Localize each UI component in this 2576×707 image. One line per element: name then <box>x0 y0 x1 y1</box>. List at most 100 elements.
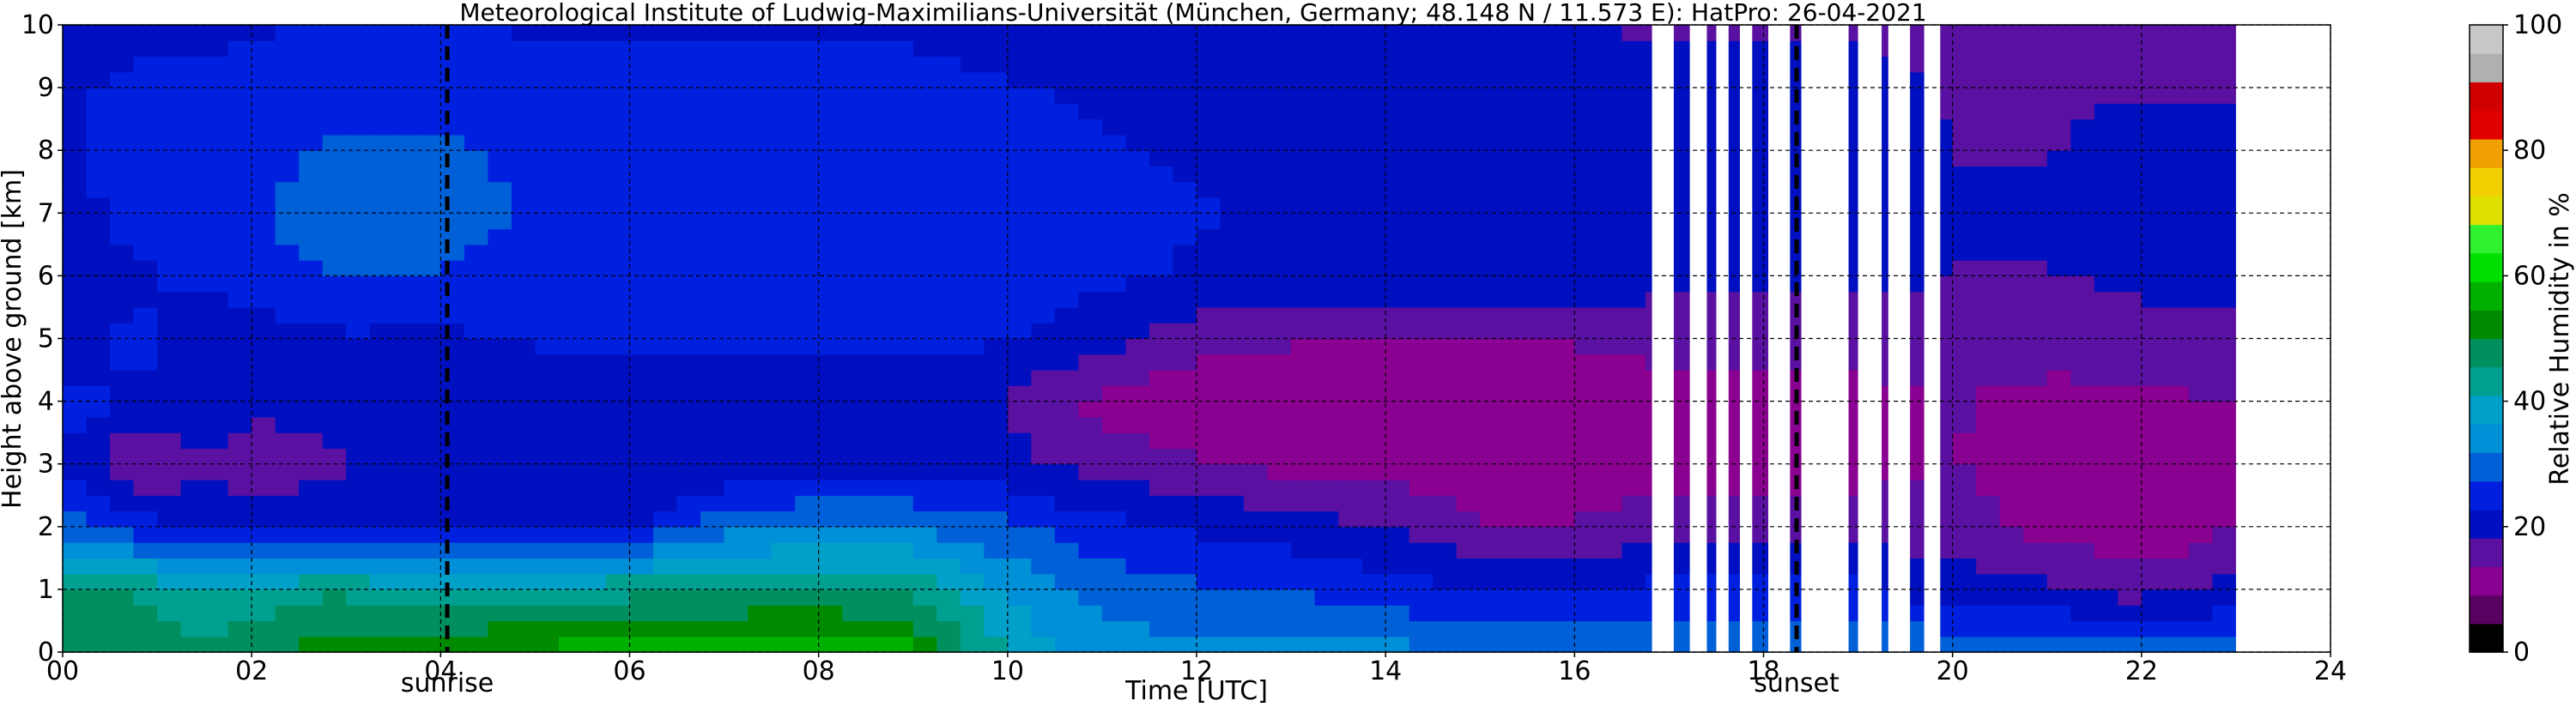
heatmap-cell <box>1101 291 1127 308</box>
heatmap-cell <box>1503 197 1528 214</box>
heatmap-cell <box>748 71 773 88</box>
heatmap-cell <box>1597 526 1622 543</box>
heatmap-cell <box>700 323 725 340</box>
heatmap-cell <box>252 448 276 465</box>
heatmap-cell <box>416 605 441 622</box>
heatmap-cell <box>252 56 276 73</box>
heatmap-cell <box>795 354 820 371</box>
heatmap-cell <box>912 479 937 496</box>
heatmap-cell <box>1267 40 1292 57</box>
heatmap-cell <box>1314 416 1339 433</box>
heatmap-cell <box>1361 306 1386 323</box>
heatmap-cell <box>771 495 796 512</box>
heatmap-cell <box>275 71 300 88</box>
heatmap-cell <box>1999 495 2024 512</box>
heatmap-cell <box>748 88 773 104</box>
heatmap-cell <box>1149 56 1174 73</box>
heatmap-cell <box>676 495 701 512</box>
heatmap-cell <box>322 244 347 261</box>
heatmap-cell <box>511 306 536 323</box>
heatmap-cell <box>1999 448 2024 465</box>
heatmap-cell <box>180 323 205 340</box>
heatmap-cell <box>1361 370 1386 386</box>
heatmap-cell <box>936 354 961 371</box>
heatmap-cell <box>1385 416 1410 433</box>
colorbar-swatch <box>2470 310 2503 340</box>
heatmap-cell <box>629 338 654 355</box>
heatmap-cell <box>1031 56 1056 73</box>
heatmap-cell <box>1338 573 1363 590</box>
heatmap-cell <box>157 228 182 245</box>
heatmap-cell <box>393 573 418 590</box>
heatmap-cell <box>464 495 488 512</box>
heatmap-cell <box>110 306 135 323</box>
heatmap-cell <box>2118 558 2143 575</box>
heatmap-cell <box>86 181 111 198</box>
heatmap-cell <box>865 150 890 167</box>
heatmap-cell <box>1503 620 1528 638</box>
heatmap-cell <box>1550 479 1575 496</box>
heatmap-cell <box>1999 40 2024 57</box>
heatmap-cell <box>1952 338 1977 355</box>
heatmap-cell <box>1527 495 1552 512</box>
heatmap-cell <box>322 354 347 371</box>
heatmap-cell <box>724 103 749 120</box>
heatmap-cell <box>488 495 512 512</box>
heatmap-cell <box>1597 275 1622 293</box>
heatmap-cell <box>2212 620 2237 638</box>
heatmap-cell <box>1952 636 1977 653</box>
heatmap-cell <box>1433 401 1458 418</box>
heatmap-cell <box>1385 166 1410 183</box>
heatmap-cell <box>1409 495 1433 512</box>
heatmap-cell <box>488 291 512 308</box>
heatmap-cell <box>1621 416 1646 433</box>
heatmap-cell <box>1503 71 1528 88</box>
heatmap-cell <box>2165 118 2190 136</box>
heatmap-cell <box>1220 463 1245 480</box>
heatmap-cell <box>912 511 937 528</box>
heatmap-cell <box>629 118 654 136</box>
heatmap-cell <box>369 526 394 543</box>
heatmap-cell <box>605 463 631 480</box>
heatmap-cell <box>322 103 347 120</box>
heatmap-cell <box>724 323 749 340</box>
heatmap-cell <box>252 40 276 57</box>
heatmap-cell <box>1527 338 1552 355</box>
heatmap-cell <box>2023 118 2048 136</box>
heatmap-cell <box>2188 228 2213 245</box>
heatmap-cell <box>1999 25 2024 41</box>
heatmap-cell <box>1433 338 1458 355</box>
heatmap-cell <box>1149 228 1174 245</box>
heatmap-cell <box>1149 526 1174 543</box>
heatmap-cell <box>86 370 111 386</box>
heatmap-cell <box>1952 401 1977 418</box>
heatmap-cell <box>724 244 749 261</box>
heatmap-cell <box>369 636 394 653</box>
heatmap-cell <box>1669 511 1694 528</box>
heatmap-cell <box>204 526 229 543</box>
heatmap-cell <box>889 636 914 653</box>
heatmap-cell <box>346 25 371 41</box>
heatmap-cell <box>2094 40 2118 57</box>
heatmap-cell <box>227 620 252 638</box>
heatmap-cell <box>700 416 725 433</box>
heatmap-cell <box>180 636 205 653</box>
heatmap-cell <box>252 181 276 198</box>
heatmap-cell <box>629 71 654 88</box>
heatmap-cell <box>133 118 158 136</box>
heatmap-cell <box>511 589 536 606</box>
heatmap-cell <box>1550 463 1575 480</box>
heatmap-cell <box>464 479 488 496</box>
heatmap-cell <box>1527 432 1552 450</box>
heatmap-cell <box>889 56 914 73</box>
heatmap-cell <box>133 636 158 653</box>
heatmap-cell <box>1173 620 1197 638</box>
heatmap-cell <box>653 636 678 653</box>
heatmap-cell <box>1976 103 2001 120</box>
heatmap-cell <box>1976 166 2001 183</box>
heatmap-cell <box>110 463 135 480</box>
heatmap-cell <box>771 150 796 167</box>
y-tick-label: 5 <box>38 324 54 354</box>
heatmap-cell <box>1905 150 1930 167</box>
heatmap-cell <box>1125 134 1150 151</box>
